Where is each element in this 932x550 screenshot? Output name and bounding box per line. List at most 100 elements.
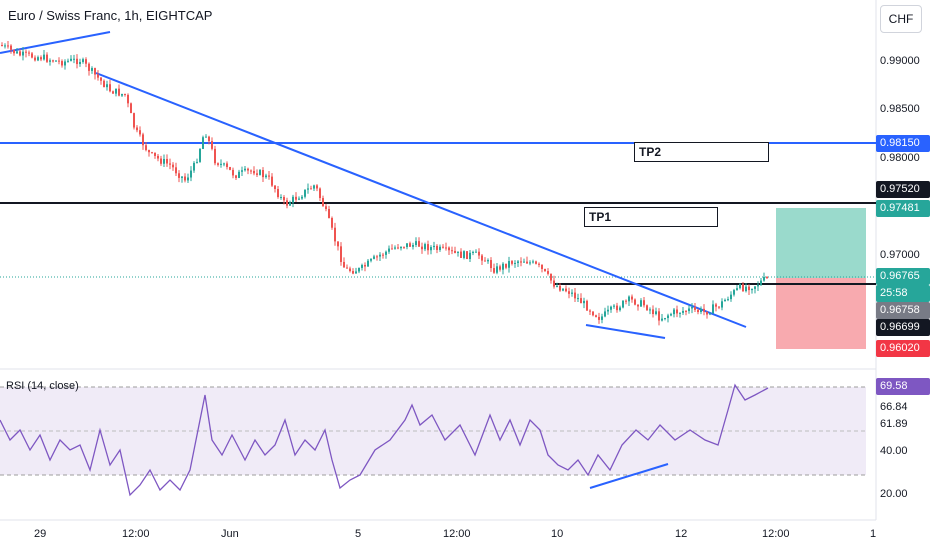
candle-body xyxy=(412,244,414,247)
candle-body xyxy=(244,168,246,171)
chart-title: Euro / Swiss Franc, 1h, EIGHTCAP xyxy=(8,8,213,23)
currency-button[interactable]: CHF xyxy=(880,5,922,33)
time-label: 12 xyxy=(675,528,688,540)
candle-body xyxy=(703,308,705,312)
candle-body xyxy=(418,241,420,247)
candle-body xyxy=(172,164,174,168)
candle-body xyxy=(526,261,528,264)
candle-body xyxy=(118,88,120,96)
candle-body xyxy=(211,141,213,149)
candle-body xyxy=(718,306,720,308)
candle-body xyxy=(592,311,594,316)
candle-body xyxy=(544,268,546,272)
candle-body xyxy=(31,53,33,58)
candle-body xyxy=(340,246,342,262)
tp2-annotation[interactable]: TP2 xyxy=(634,142,769,162)
candle-body xyxy=(655,311,657,315)
candle-body xyxy=(721,301,723,308)
candle-body xyxy=(610,306,612,310)
candle-body xyxy=(403,246,405,248)
candle-body xyxy=(454,250,456,253)
candle-body xyxy=(475,251,477,253)
candle-body xyxy=(124,93,126,95)
candle-body xyxy=(499,266,501,270)
candle-body xyxy=(166,158,168,164)
candle-body xyxy=(262,170,264,178)
candle-body xyxy=(595,315,597,317)
candle-body xyxy=(487,260,489,262)
candle-body xyxy=(451,250,453,252)
candle-body xyxy=(478,251,480,256)
candle-body xyxy=(22,51,24,56)
candle-body xyxy=(76,58,78,65)
candle-body xyxy=(529,262,531,264)
descending-trendline xyxy=(95,72,747,328)
candle-body xyxy=(676,309,678,314)
time-label: 12:00 xyxy=(122,528,150,540)
candle-body xyxy=(265,175,267,178)
candle-body xyxy=(232,169,234,176)
time-label: 29 xyxy=(34,528,47,540)
candle-body xyxy=(490,260,492,269)
candle-body xyxy=(208,136,210,142)
candle-body xyxy=(286,200,288,206)
candle-body xyxy=(121,93,123,96)
candle-body xyxy=(205,136,207,138)
candle-body xyxy=(280,197,282,199)
candle-body xyxy=(664,318,666,320)
tp1-annotation[interactable]: TP1 xyxy=(584,207,718,227)
candle-body xyxy=(175,167,177,174)
candle-body xyxy=(439,246,441,250)
candle-body xyxy=(589,310,591,312)
candle-body xyxy=(448,247,450,251)
candle-body xyxy=(217,163,219,165)
candle-body xyxy=(688,308,690,312)
candle-body xyxy=(754,286,756,289)
candle-body xyxy=(358,267,360,272)
candle-body xyxy=(352,271,354,274)
candle-body xyxy=(355,271,357,274)
candle-body xyxy=(184,176,186,181)
candle-body xyxy=(673,309,675,315)
candle-body xyxy=(364,264,366,267)
candle-body xyxy=(463,251,465,258)
candle-body xyxy=(103,80,105,88)
rsi-value-tag: 69.58 xyxy=(876,378,930,395)
candle-body xyxy=(295,196,297,200)
candle-body xyxy=(598,316,600,320)
candle-body xyxy=(10,45,12,50)
candle-body xyxy=(385,251,387,255)
candle-body xyxy=(493,268,495,273)
candle-body xyxy=(472,251,474,253)
candle-body xyxy=(145,145,147,151)
candle-body xyxy=(187,177,189,181)
candle-body xyxy=(94,68,96,75)
countdown-tag: 25:58 xyxy=(876,285,930,302)
rsi-axis-label: 61.89 xyxy=(880,418,908,430)
candle-body xyxy=(685,310,687,312)
candle-body xyxy=(586,300,588,311)
candle-body xyxy=(127,94,129,104)
candle-body xyxy=(28,52,30,54)
candle-body xyxy=(223,163,225,165)
candle-body xyxy=(706,311,708,315)
candle-body xyxy=(730,294,732,300)
rsi-indicator-label[interactable]: RSI (14, close) xyxy=(6,380,79,392)
candle-body xyxy=(283,197,285,201)
candle-body xyxy=(88,63,90,71)
candle-body xyxy=(751,288,753,291)
top-trendline xyxy=(0,31,111,54)
candle-body xyxy=(190,170,192,178)
candle-body xyxy=(376,256,378,258)
candle-body xyxy=(649,309,651,311)
candle-body xyxy=(553,280,555,287)
time-label: 5 xyxy=(355,528,362,540)
candle-body xyxy=(739,284,741,289)
candle-body xyxy=(550,273,552,281)
candle-body xyxy=(289,202,291,206)
candle-body xyxy=(691,307,693,309)
candle-body xyxy=(271,176,273,186)
candle-body xyxy=(79,61,81,65)
